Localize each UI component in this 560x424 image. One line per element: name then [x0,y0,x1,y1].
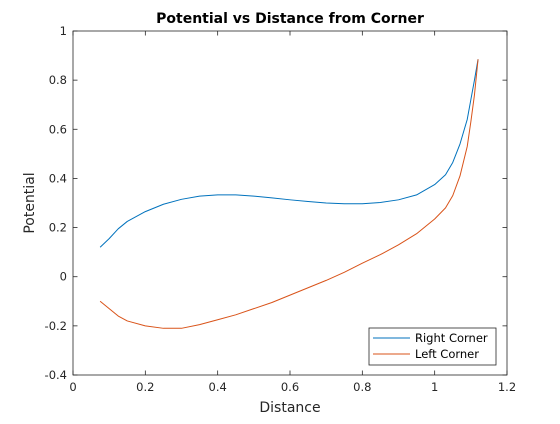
y-tick-label: -0.2 [45,319,67,333]
y-tick-label: 1 [60,24,67,38]
x-tick-label: 0.2 [136,380,154,394]
y-tick-label: 0.4 [49,171,67,185]
x-tick-label: 0.8 [353,380,371,394]
series-line-right-corner [99,59,479,248]
y-tick-label: 0.8 [49,73,67,87]
x-tick-label: 0 [69,380,76,394]
series-line-left-corner [99,59,479,329]
legend-label-right-corner: Right Corner [415,331,488,345]
y-tick-label: 0.2 [49,221,67,235]
chart-title: Potential vs Distance from Corner [156,11,424,27]
x-tick-label: 0.4 [209,380,227,394]
y-tick-label: -0.4 [45,368,67,382]
tick-layer: 0 0.2 0.4 0.6 0.8 1 1.2 -0.4 -0.2 0 0.2 0.4 0.6 0.8 1 [45,24,517,394]
y-axis-label: Potential [22,172,38,233]
x-tick-label: 0.6 [281,380,299,394]
legend-label-left-corner: Left Corner [415,347,479,361]
y-tick-label: 0.6 [49,122,67,136]
x-axis-label: Distance [259,400,320,416]
series-layer [99,59,479,329]
legend: Right Corner Left Corner [368,327,497,366]
x-tick-label: 1.2 [498,380,516,394]
plot-area [73,31,507,375]
x-tick-label: 1 [431,380,438,394]
y-tick-label: 0 [60,270,67,284]
legend-box [368,327,497,366]
